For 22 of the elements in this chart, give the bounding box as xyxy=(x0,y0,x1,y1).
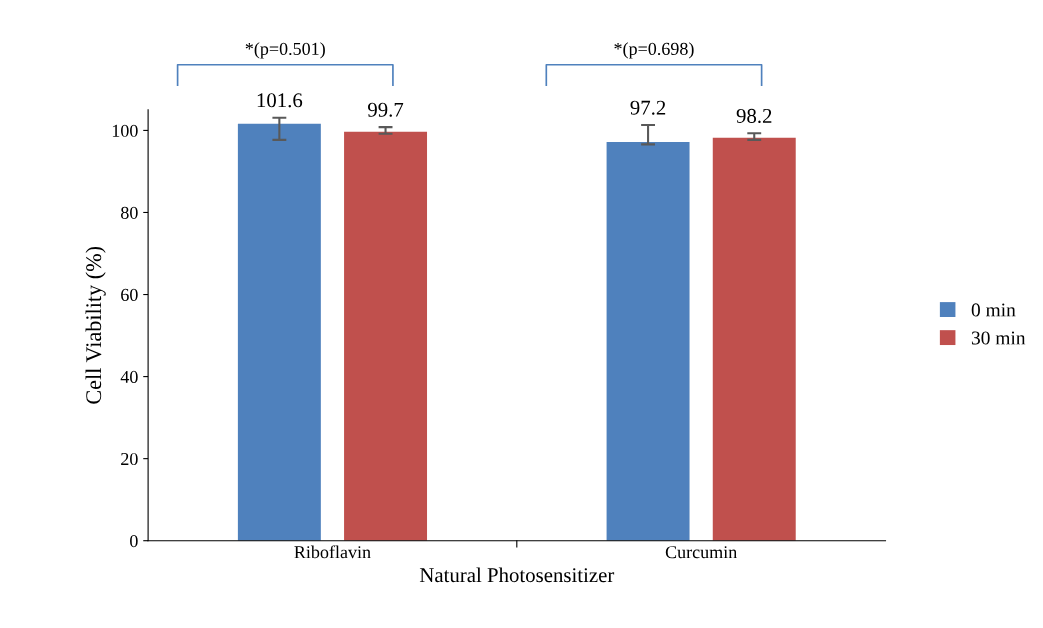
legend-label: 30 min xyxy=(971,331,1026,345)
x-axis-title: Natural Photosensitizer xyxy=(419,567,615,583)
y-tick-label: 40 xyxy=(120,370,138,384)
bar xyxy=(606,141,690,541)
y-tick-label: 0 xyxy=(130,534,138,548)
x-tick-label: Riboflavin xyxy=(294,545,371,559)
y-tick-label: 80 xyxy=(121,206,138,219)
data-label: 97.2 xyxy=(630,100,666,115)
bar xyxy=(237,123,321,541)
y-tick-label: 100 xyxy=(112,124,138,137)
bar xyxy=(712,137,796,541)
data-label: 98.2 xyxy=(736,108,772,123)
x-tick-label: Curcumin xyxy=(665,546,737,559)
text: *(p=0.501) xyxy=(245,42,325,59)
bar xyxy=(344,131,428,541)
text: *(p=0.698) xyxy=(614,42,694,59)
legend-label: 0 min xyxy=(971,303,1016,317)
data-label: 99.7 xyxy=(367,102,404,117)
y-axis-title: Cell Viability (%) xyxy=(85,246,106,404)
y-tick-label: 60 xyxy=(121,288,138,301)
y-tick-label: 20 xyxy=(121,452,138,466)
data-label: 101.6 xyxy=(257,93,303,108)
